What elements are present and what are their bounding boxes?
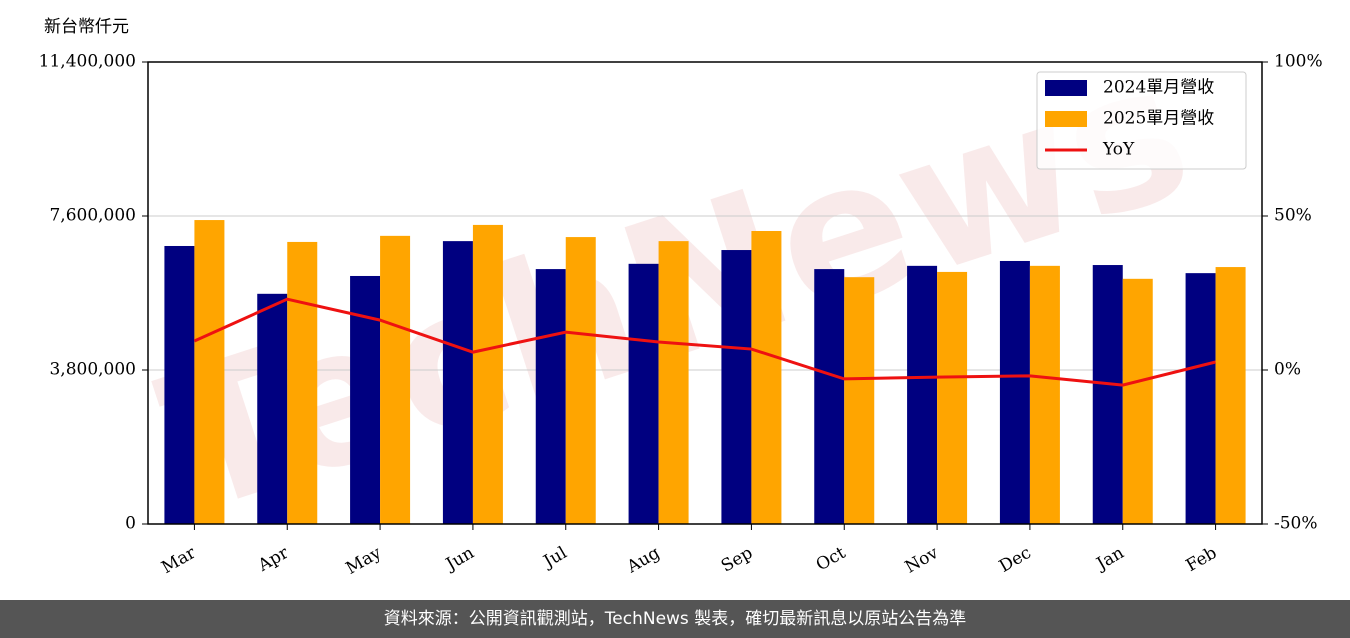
y-axis-label: 新台幣仟元	[44, 17, 129, 37]
x-tick-label: Apr	[254, 542, 293, 576]
bar	[287, 241, 318, 525]
plot-frame	[147, 61, 1263, 525]
bar	[1029, 265, 1060, 524]
bar	[628, 263, 659, 524]
x-tick-label: Feb	[1183, 543, 1221, 576]
x-tick-label: Jul	[539, 543, 571, 573]
legend-box	[1036, 71, 1247, 170]
yoy-line	[193, 297, 1216, 387]
y-tick-label: 0	[125, 514, 136, 534]
x-tick-label: Mar	[158, 542, 200, 578]
y-tick-label: 3,800,000	[49, 360, 136, 380]
bar	[194, 220, 225, 525]
legend-label: 2025單月營收	[1103, 109, 1214, 129]
bar	[565, 237, 596, 525]
bar	[257, 293, 288, 524]
footer-source: 資料來源：公開資訊觀測站，TechNews 製表，確切最新訊息以原站公告為準	[0, 600, 1350, 638]
legend-label: YoY	[1102, 140, 1135, 160]
bar	[1215, 267, 1246, 524]
x-tick-label: Aug	[623, 543, 664, 578]
y-tick-label: 7,600,000	[49, 206, 136, 226]
bar	[1122, 278, 1153, 524]
y2-tick-label: -50%	[1274, 514, 1318, 534]
bar	[814, 269, 845, 524]
bar	[1092, 265, 1123, 524]
bar	[472, 224, 503, 525]
bar	[751, 230, 782, 524]
bar	[844, 277, 875, 524]
bar	[721, 250, 752, 524]
y2-tick-label: 100%	[1274, 52, 1323, 72]
chart: 新台幣仟元 TechNews 03,800,0007,600,00011,400…	[39, 17, 1323, 579]
x-tick-label: Nov	[902, 543, 942, 578]
bar	[937, 271, 968, 524]
y2-tick-label: 0%	[1274, 360, 1301, 380]
bar	[442, 241, 473, 524]
bar	[1185, 273, 1216, 524]
y-tick-label: 11,400,000	[39, 52, 136, 72]
legend-label: 2024單月營收	[1103, 78, 1214, 98]
bar	[658, 241, 689, 524]
bar	[380, 235, 411, 524]
x-tick-label: Sep	[718, 543, 756, 577]
x-tick-label: Jun	[441, 543, 478, 576]
x-tick-label: Jan	[1092, 543, 1128, 575]
bar	[535, 269, 566, 524]
x-tick-label: Oct	[813, 543, 849, 576]
x-tick-label: May	[343, 543, 386, 579]
x-tick-label: Dec	[996, 543, 1035, 577]
bar	[164, 245, 195, 524]
legend-swatch	[1045, 80, 1087, 96]
y2-tick-label: 50%	[1274, 206, 1312, 226]
bar	[999, 260, 1030, 524]
bar	[907, 265, 938, 524]
legend-swatch	[1045, 111, 1087, 127]
